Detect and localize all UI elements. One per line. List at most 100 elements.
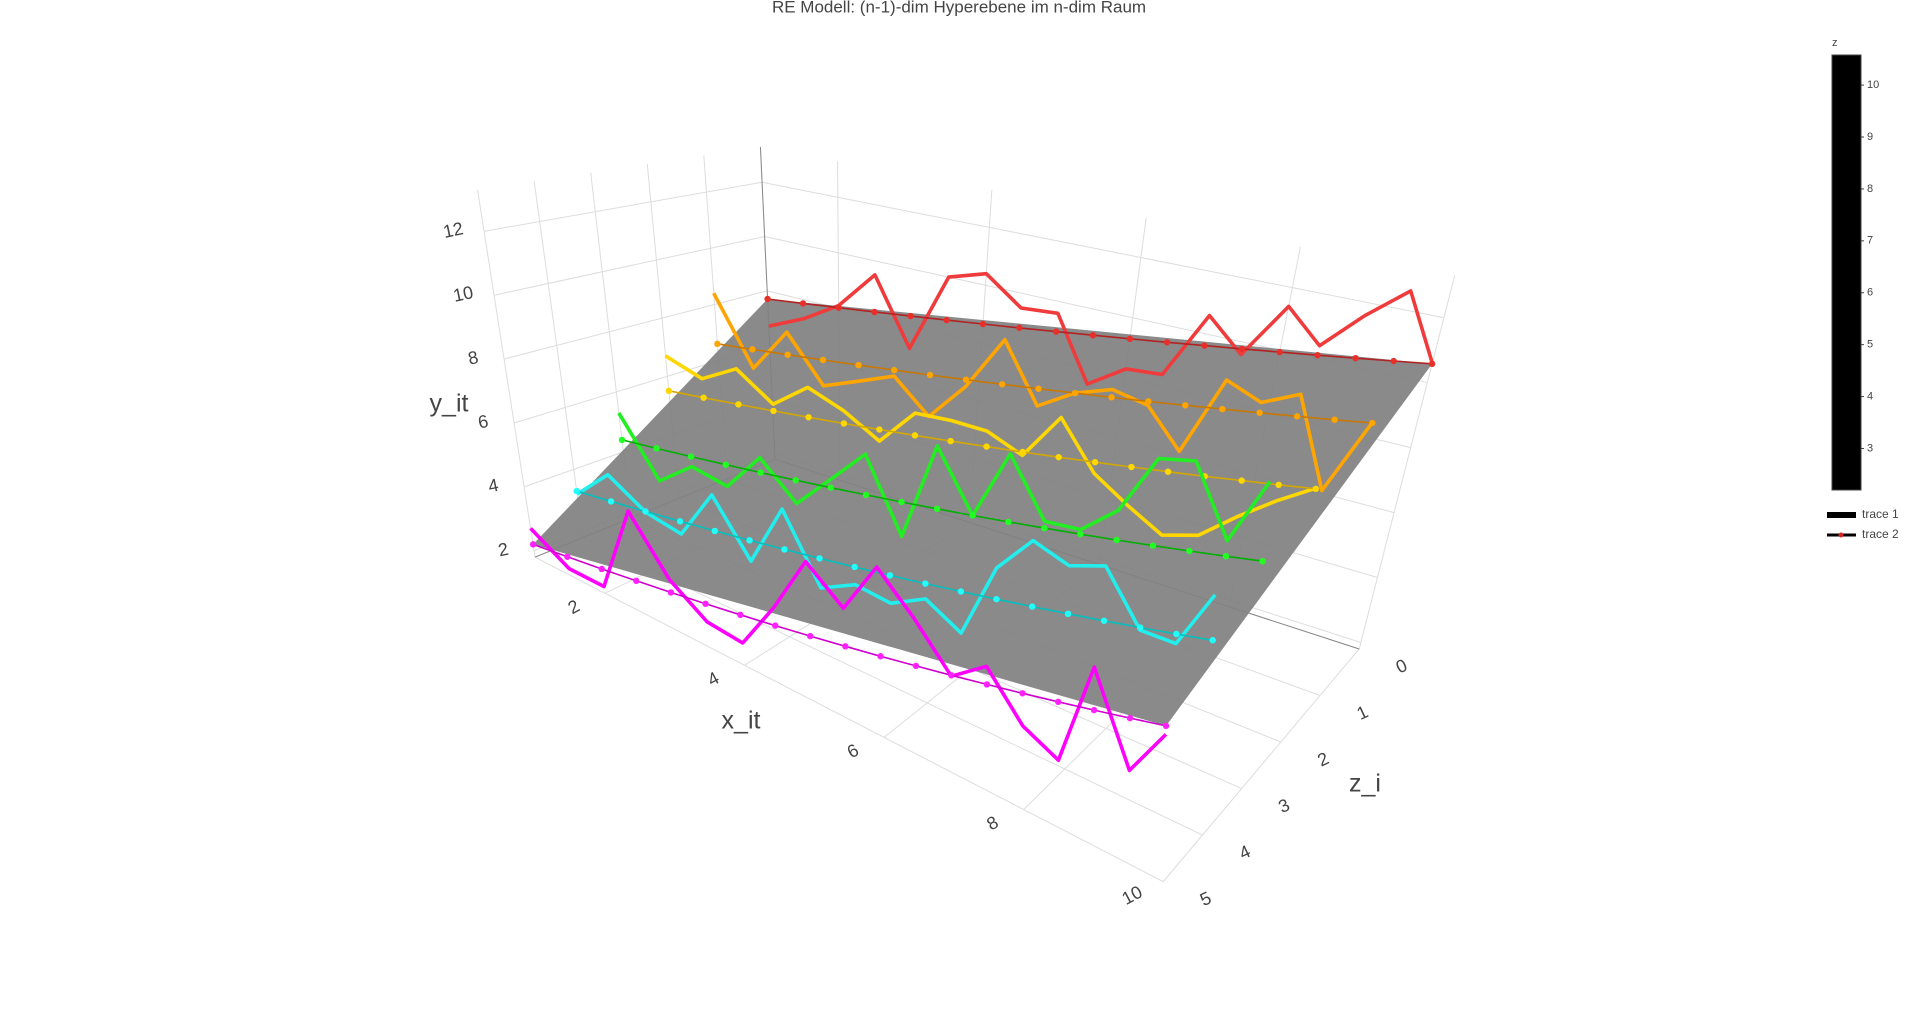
marker xyxy=(1369,419,1376,427)
marker xyxy=(792,477,799,484)
marker xyxy=(1390,357,1397,365)
data-line xyxy=(768,271,1435,386)
marker xyxy=(1029,603,1036,610)
marker xyxy=(1163,339,1171,346)
colorbar-tick-label: 7 xyxy=(1867,235,1873,247)
x-tick-label: 2 xyxy=(565,596,583,618)
marker xyxy=(1276,348,1283,356)
grid-line xyxy=(483,181,763,232)
grid-line xyxy=(761,181,1444,319)
marker xyxy=(891,366,898,374)
grid-line xyxy=(1358,275,1456,650)
marker xyxy=(1238,477,1245,484)
marker xyxy=(1089,332,1097,339)
grid-line xyxy=(503,290,768,360)
grid-line xyxy=(534,556,1164,883)
marker xyxy=(1209,637,1216,644)
marker xyxy=(618,436,626,444)
marker xyxy=(911,432,919,439)
marker xyxy=(772,622,779,629)
marker xyxy=(1238,345,1246,353)
marker xyxy=(948,672,955,679)
legend-label: trace 1 xyxy=(1862,507,1899,521)
marker xyxy=(1428,360,1436,368)
marker xyxy=(1259,558,1266,565)
marker xyxy=(962,376,970,383)
marker xyxy=(862,491,870,499)
marker xyxy=(653,445,660,452)
marker xyxy=(912,662,920,670)
z-axis-title: z_i xyxy=(1349,770,1381,798)
data-line xyxy=(617,411,1272,543)
marker xyxy=(827,484,835,491)
marker xyxy=(1055,698,1062,706)
marker xyxy=(957,588,965,595)
chart-title: RE Modell: (n-1)-dim Hyperebene im n-dim… xyxy=(772,0,1146,16)
marker xyxy=(714,340,721,348)
z-tick-label: 1 xyxy=(1354,702,1372,724)
marker xyxy=(1019,690,1026,697)
marker xyxy=(711,527,718,535)
marker xyxy=(1041,524,1048,532)
colorbar-tick-label: 4 xyxy=(1867,390,1873,402)
y-tick-label: 2 xyxy=(496,539,510,561)
z-tick-label: 0 xyxy=(1393,655,1411,677)
marker xyxy=(1064,610,1072,618)
marker xyxy=(607,498,615,505)
marker xyxy=(757,469,764,476)
data-line xyxy=(529,509,1168,773)
x-tick-label: 8 xyxy=(983,812,1001,834)
marker xyxy=(922,580,929,587)
marker xyxy=(1055,453,1062,461)
y-tick-label: 4 xyxy=(486,475,500,497)
x-axis-title: x_it xyxy=(722,707,761,735)
marker xyxy=(926,371,934,379)
marker xyxy=(735,401,742,408)
y-tick-label: 6 xyxy=(476,411,490,433)
marker xyxy=(702,600,709,607)
marker xyxy=(1149,542,1157,549)
marker xyxy=(1077,530,1084,538)
marker xyxy=(598,565,605,573)
marker xyxy=(1126,335,1134,343)
colorbar-title: z xyxy=(1832,37,1838,49)
marker xyxy=(700,394,707,401)
marker xyxy=(1126,714,1134,722)
z-tick-label: 2 xyxy=(1314,748,1332,770)
marker xyxy=(1128,463,1135,471)
marker xyxy=(907,312,914,320)
colorbar-tick-label: 8 xyxy=(1867,183,1873,195)
marker xyxy=(877,653,884,660)
x-tick-label: 4 xyxy=(704,668,722,690)
marker xyxy=(1016,324,1023,332)
marker xyxy=(667,589,675,596)
marker xyxy=(1091,458,1099,466)
grid-line xyxy=(493,236,765,296)
grid-line xyxy=(1162,648,1360,882)
y-axis-title: y_it xyxy=(430,390,469,418)
z-tick-label: 4 xyxy=(1236,841,1254,863)
marker xyxy=(1314,351,1321,359)
marker xyxy=(886,572,894,579)
grid-line xyxy=(533,181,584,538)
marker xyxy=(1312,485,1320,493)
marker xyxy=(1071,389,1079,397)
colorbar xyxy=(1831,54,1862,491)
marker xyxy=(979,320,987,328)
marker xyxy=(816,555,823,562)
marker xyxy=(737,611,744,619)
marker xyxy=(1090,706,1098,714)
marker xyxy=(1219,405,1226,413)
marker xyxy=(1035,385,1042,392)
marker xyxy=(1162,722,1170,730)
marker xyxy=(746,537,753,544)
marker xyxy=(784,351,791,358)
colorbar-tick-label: 9 xyxy=(1867,131,1873,143)
marker xyxy=(805,414,812,421)
marker xyxy=(642,508,649,515)
marker xyxy=(1256,409,1263,416)
marker xyxy=(842,643,849,650)
marker xyxy=(799,300,807,307)
